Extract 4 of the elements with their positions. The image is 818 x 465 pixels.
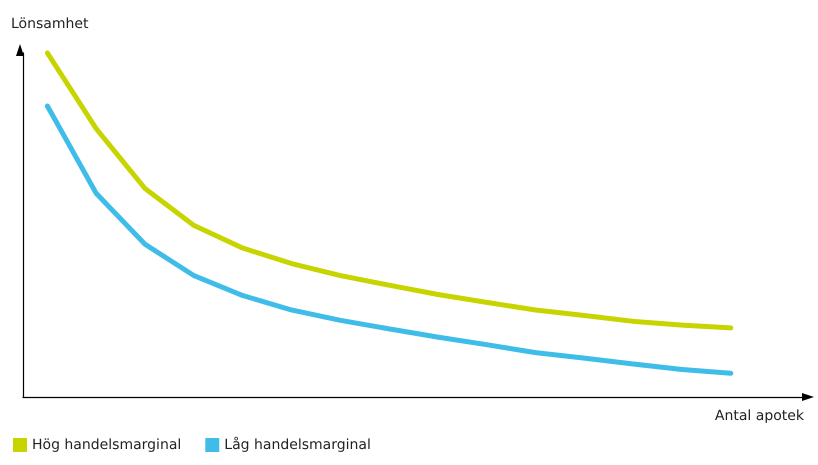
legend-label: Låg handelsmarginal [224, 436, 371, 453]
y-axis-title: Lönsamhet [11, 16, 89, 32]
legend-label: Hög handelsmarginal [32, 437, 182, 453]
x-axis-title: Antal apotek [714, 408, 805, 424]
